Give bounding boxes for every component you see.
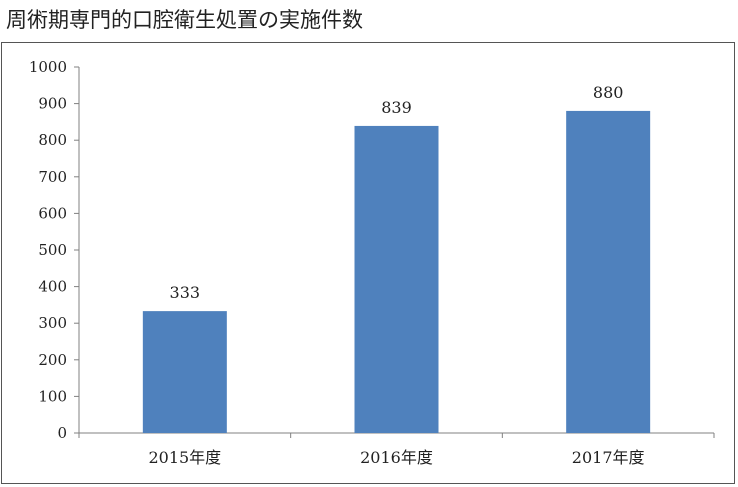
y-tick-label: 600 (38, 204, 67, 222)
bar-data-label: 333 (170, 283, 201, 302)
bars: 333 839 880 (142, 83, 651, 434)
y-tick-label: 1000 (29, 58, 67, 76)
y-tick-label: 800 (38, 131, 67, 149)
y-tick-label: 200 (38, 351, 67, 369)
x-category-label: 2015年度 (148, 448, 221, 467)
y-tick-label: 700 (38, 168, 67, 186)
bar (354, 125, 439, 434)
x-axis-categories: 2015年度 2016年度 2017年度 (78, 433, 715, 467)
y-tick-label: 900 (38, 95, 67, 113)
y-tick-label: 400 (38, 278, 67, 296)
bar (142, 311, 227, 433)
y-tick-label: 300 (38, 314, 67, 332)
bar-data-label: 839 (381, 98, 412, 117)
x-category-label: 2017年度 (572, 448, 645, 467)
y-tick-label: 0 (57, 424, 67, 442)
y-tick-label: 100 (38, 387, 67, 405)
chart-title: 周術期専門的口腔衛生処置の実施件数 (6, 8, 363, 32)
chart-frame (1, 42, 735, 484)
x-category-label: 2016年度 (360, 448, 433, 467)
bar (566, 110, 651, 434)
y-tick-label: 500 (38, 241, 67, 259)
bar-data-label: 880 (593, 83, 624, 102)
y-axis-ticks: 0 100 200 300 400 500 600 700 800 900 1000 (29, 58, 79, 442)
